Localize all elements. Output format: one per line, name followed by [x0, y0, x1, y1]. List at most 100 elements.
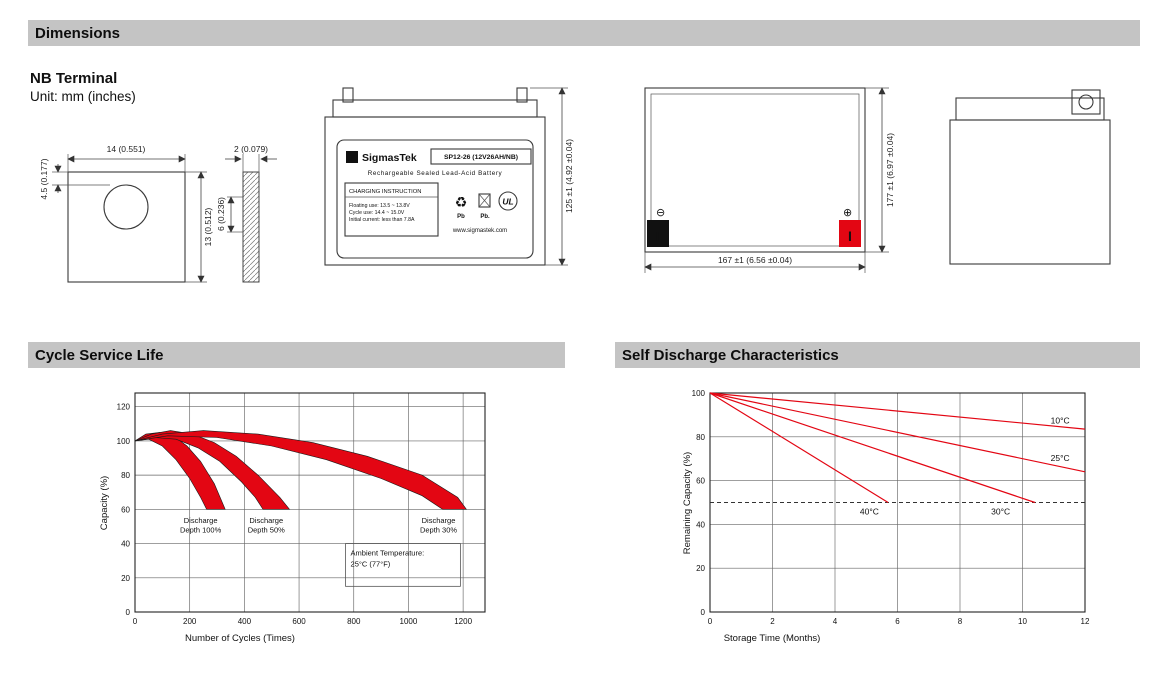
y-tick-label: 60 [696, 477, 705, 486]
pb-crossed-label: Pb. [480, 214, 490, 220]
positive-terminal-cover [839, 220, 861, 247]
terminal-post-left [342, 87, 354, 103]
battery-front-view: Σ SigmasTek SP12-26 (12V26AH/NB) Recharg… [324, 87, 574, 266]
end-lid [955, 97, 1105, 121]
brand-text: SigmasTek [362, 152, 417, 164]
pb-crossed-icon [478, 193, 491, 208]
cycle-service-life-chart: 0 200 400 600 800 1000 1200 0 20 40 60 80 100 120 Disc… [99, 392, 486, 644]
band-label: Discharge [422, 516, 456, 525]
terminal-type-title: NB Terminal [30, 70, 118, 87]
self-discharge-chart: 0 2 4 6 8 10 12 0 20 40 60 80 100 10°C 25°C 30°C 40°C Rem… [682, 389, 1090, 644]
terminal-depth-dim: 6 (0.236) [216, 197, 226, 231]
x-tick-label: 1000 [400, 617, 418, 626]
x-tick-label: 8 [958, 617, 963, 626]
y-tick-label: 20 [696, 564, 705, 573]
x-tick-label: 800 [347, 617, 361, 626]
series-label: 25°C [1051, 453, 1070, 463]
charging-title: CHARGING INSTRUCTION [349, 189, 421, 195]
y-tick-label: 120 [117, 403, 131, 412]
end-case [949, 119, 1111, 265]
positive-terminal-mark: I [848, 228, 852, 244]
terminal-hole-dim: 4.5 (0.177) [39, 158, 49, 199]
positive-terminal-symbol: ⊕ [843, 207, 852, 219]
charging-line-1: Floating use: 13.5 ~ 13.8V [349, 203, 410, 209]
y-tick-label: 0 [701, 608, 706, 617]
y-tick-label: 60 [121, 505, 130, 514]
terminal-side-view: 2 (0.079) 6 (0.236) [216, 144, 277, 283]
recycle-icon: ♻ [455, 194, 468, 210]
series-label: 30°C [991, 507, 1010, 517]
x-tick-label: 10 [1018, 617, 1027, 626]
battery-side-view: ⊖ ⊕ I I 167 ±1 (6.56 ±0.04) 177 ±1 (6.97… [644, 87, 895, 273]
terminal-width-dim: 14 (0.551) [107, 144, 146, 154]
ul-mark: UL [502, 197, 513, 207]
terminal-profile [242, 171, 260, 283]
battery-lid [332, 99, 538, 118]
ambient-note-line: Ambient Temperature: [351, 549, 425, 558]
cycle-service-life-header: Cycle Service Life [28, 342, 565, 368]
end-terminal-block [1071, 89, 1101, 115]
side-case [644, 87, 866, 253]
negative-terminal-mark: I [656, 228, 660, 244]
y-tick-label: 0 [126, 608, 131, 617]
battery-case [324, 116, 546, 266]
cycle-service-life-title: Cycle Service Life [35, 346, 164, 364]
side-height-dim: 177 ±1 (6.97 ±0.04) [885, 133, 895, 207]
band-label: Depth 100% [180, 526, 222, 535]
y-tick-label: 100 [117, 437, 131, 446]
self-discharge-title: Self Discharge Characteristics [622, 346, 839, 364]
terminal-thickness-dim: 2 (0.079) [234, 144, 268, 154]
unit-label: Unit: mm (inches) [30, 89, 136, 104]
website-text: www.sigmastek.com [452, 228, 507, 234]
band-label: Discharge [184, 516, 218, 525]
ul-logo-icon [498, 191, 518, 211]
sigma-glyph: Σ [349, 153, 355, 163]
terminal-plate [67, 171, 186, 283]
side-width-dim: 167 ±1 (6.56 ±0.04) [718, 255, 792, 265]
y-tick-label: 100 [692, 389, 706, 398]
end-terminal-hole [1078, 94, 1094, 110]
self-discharge-header: Self Discharge Characteristics [615, 342, 1140, 368]
charging-instruction-box [344, 182, 439, 237]
battery-type-text: Rechargeable Sealed Lead-Acid Battery [368, 170, 503, 177]
y-tick-label: 80 [696, 433, 705, 442]
x-tick-label: 12 [1081, 617, 1090, 626]
series-line [709, 392, 1086, 473]
band-label: Discharge [249, 516, 283, 525]
y-tick-label: 20 [121, 574, 130, 583]
terminal-post-right [516, 87, 528, 103]
x-tick-label: 0 [708, 617, 713, 626]
y-tick-label: 40 [696, 520, 705, 529]
x-tick-label: 600 [292, 617, 306, 626]
discharge-band [134, 430, 467, 510]
terminal-front-view: 14 (0.551) 4.5 (0.177) 13 (0.512) [39, 144, 213, 283]
charging-line-2: Cycle use: 14.4 ~ 15.0V [349, 210, 405, 216]
x-tick-label: 0 [133, 617, 138, 626]
x-tick-label: 2 [770, 617, 775, 626]
series-label: 40°C [860, 507, 879, 517]
battery-end-view [949, 89, 1111, 265]
plot-border [134, 392, 486, 613]
x-tick-label: 200 [183, 617, 197, 626]
band-label: Depth 50% [248, 526, 285, 535]
pb-label: Pb [457, 214, 465, 220]
model-text: SP12-26 (12V26AH/NB) [444, 154, 518, 161]
terminal-height-dim: 13 (0.512) [203, 207, 213, 246]
dimensions-title: Dimensions [35, 24, 121, 42]
series-line [709, 392, 1086, 430]
negative-terminal-cover [647, 220, 669, 247]
x-tick-label: 1200 [454, 617, 472, 626]
negative-terminal-symbol: ⊖ [656, 207, 665, 219]
terminal-info: NB Terminal Unit: mm (inches) [30, 70, 136, 104]
series-label: 10°C [1051, 416, 1070, 426]
series-line [709, 392, 1036, 504]
battery-label [336, 139, 534, 259]
model-box [430, 148, 532, 165]
x-axis-title: Number of Cycles (Times) [185, 633, 295, 644]
dimensions-section-header: Dimensions [28, 20, 1140, 46]
x-tick-label: 4 [833, 617, 838, 626]
sigmastek-logo-mark [346, 151, 358, 163]
x-tick-label: 6 [895, 617, 900, 626]
x-axis-title: Storage Time (Months) [724, 633, 821, 644]
y-tick-label: 40 [121, 540, 130, 549]
